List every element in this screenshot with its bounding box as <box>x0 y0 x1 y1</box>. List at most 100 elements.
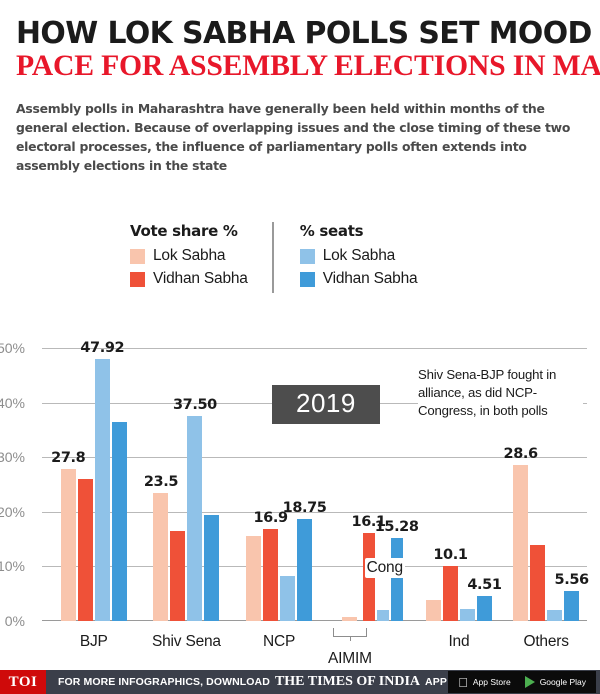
legend-item-vote-vidhan-sabha[interactable]: Vidhan Sabha <box>130 270 248 288</box>
legend-item-label: Vidhan Sabha <box>322 270 418 287</box>
bar: 28.6 <box>504 446 538 621</box>
bar: 10.1 <box>433 547 468 621</box>
x-axis-label-others: Others <box>523 633 569 650</box>
bar-value-label: 18.75 <box>282 499 327 516</box>
headline-block: HOW LOK SABHA POLLS SET MOOD AND PACE FO… <box>0 0 600 83</box>
standfirst-paragraph: Assembly polls in Maharashtra have gener… <box>16 100 571 173</box>
y-axis-tick-label: 40% <box>0 394 25 411</box>
legend-title-vote-share: Vote share % <box>130 222 238 240</box>
footer-promo-text: FOR MORE INFOGRAPHICS, DOWNLOAD THE TIME… <box>58 674 447 690</box>
bar: 16.9 <box>253 510 288 621</box>
bar <box>170 531 186 621</box>
bar-group-others: 28.6 5.56 <box>504 348 589 621</box>
y-axis-tick-label: 30% <box>0 449 25 466</box>
bar: 15.28 <box>375 519 419 621</box>
bar: 5.56 <box>555 572 589 621</box>
bar <box>246 536 262 621</box>
legend-item-label: Vidhan Sabha <box>153 270 248 287</box>
x-axis-label-bjp: BJP <box>79 633 108 650</box>
bar-value-label: 15.28 <box>374 518 419 535</box>
bar-group-aimim <box>335 348 365 621</box>
bar-value-label: 37.50 <box>172 397 217 414</box>
footer-bar: TOI FOR MORE INFOGRAPHICS, DOWNLOAD THE … <box>0 670 600 694</box>
app-store-badges:  App Store Google Play <box>448 671 596 693</box>
legend-group-vote-share: Vote share % Lok Sabha Vidhan Sabha <box>130 222 272 293</box>
bar: 47.92 <box>80 340 125 621</box>
bar-value-label: 4.51 <box>467 577 502 594</box>
y-axis-tick-label: 50% <box>0 340 25 356</box>
legend-swatch-icon <box>299 271 315 287</box>
bar-group-ncp: 16.9 18.75 <box>246 348 327 621</box>
bar: 23.5 <box>144 474 178 621</box>
x-axis-baseline <box>42 619 587 621</box>
bar-value-label: 28.6 <box>503 445 539 462</box>
alliance-note: Shiv Sena-BJP fought in alliance, as did… <box>418 366 583 420</box>
legend-swatch-icon <box>130 271 145 287</box>
year-badge: 2019 <box>272 385 380 424</box>
gridline <box>42 457 587 459</box>
legend-group-seats: % seats Lok Sabha Vidhan Sabha <box>271 222 442 293</box>
bar-value-label: 5.56 <box>554 571 590 588</box>
legend-item-label: Lok Sabha <box>153 247 226 264</box>
bracket-stem <box>349 636 352 641</box>
legend-item-label: Lok Sabha <box>322 247 396 264</box>
legend-swatch-icon <box>130 248 145 264</box>
bar: 37.50 <box>173 397 217 621</box>
bar: 4.51 <box>467 577 502 621</box>
gridline <box>42 566 587 568</box>
bar <box>530 544 546 621</box>
bar-chart: 0% 10% 20% 30% 40% 50% 27.8 47.92 BJP 23.5 37.50 Sh… <box>0 340 600 667</box>
x-axis-label-ncp: NCP <box>262 633 296 650</box>
google-play-label: Google Play <box>539 677 586 687</box>
bar <box>425 600 441 621</box>
cong-inline-label: Cong <box>364 557 405 578</box>
bar-value-label: 23.5 <box>143 473 179 490</box>
legend-item-seats-lok-sabha[interactable]: Lok Sabha <box>299 247 418 265</box>
chart-legend: Vote share % Lok Sabha Vidhan Sabha % se… <box>130 222 441 293</box>
bar-value-label: 16.9 <box>253 509 288 526</box>
bar-group-ind: 10.1 4.51 <box>425 348 502 621</box>
app-store-button[interactable]:  App Store <box>458 676 511 689</box>
footer-text-c: APP <box>425 676 447 688</box>
bar: 27.8 <box>51 450 86 621</box>
headline-line-1: HOW LOK SABHA POLLS SET MOOD AND <box>16 16 600 51</box>
headline-line-2: PACE FOR ASSEMBLY ELECTIONS IN MAHA <box>16 49 600 83</box>
app-store-label: App Store <box>472 677 511 687</box>
x-axis-label-shiv-sena: Shiv Sena <box>151 633 221 650</box>
bar-value-label: 10.1 <box>433 546 468 563</box>
gridline <box>42 348 587 349</box>
bar <box>459 609 475 621</box>
bar <box>547 609 563 621</box>
bar-value-label: 16.1 <box>351 514 387 531</box>
y-axis-tick-label: 0% <box>4 613 25 629</box>
plot-area: 0% 10% 20% 30% 40% 50% 27.8 47.92 BJP 23.5 37.50 Sh… <box>0 340 589 667</box>
bar-group-bjp: 27.8 47.92 <box>51 340 127 621</box>
google-play-button[interactable]: Google Play <box>524 676 586 688</box>
legend-swatch-icon <box>299 248 315 264</box>
x-axis-label-aimim: AIMIM <box>328 650 372 667</box>
x-axis-label-ind: Ind <box>448 633 470 650</box>
play-icon <box>524 676 535 688</box>
legend-item-vote-lok-sabha[interactable]: Lok Sabha <box>130 247 248 265</box>
bar <box>77 479 93 621</box>
apple-icon:  <box>458 676 468 689</box>
footer-text-a: FOR MORE INFOGRAPHICS, DOWNLOAD <box>58 676 270 688</box>
bar <box>204 514 220 621</box>
legend-item-seats-vidhan-sabha[interactable]: Vidhan Sabha <box>299 270 418 288</box>
gridline <box>42 511 587 513</box>
bar <box>342 617 358 621</box>
bar <box>111 421 127 621</box>
bar-value-label: 47.92 <box>80 340 125 357</box>
y-axis-tick-label: 20% <box>0 503 25 520</box>
bar-value-label: 27.8 <box>51 450 86 467</box>
bar <box>376 609 389 621</box>
bar <box>280 575 296 621</box>
bar-group-shiv-sena: 23.5 37.50 <box>144 348 220 621</box>
y-axis-tick-label: 10% <box>0 558 25 575</box>
bar: 18.75 <box>283 500 327 621</box>
footer-text-b: THE TIMES OF INDIA <box>274 674 421 689</box>
legend-title-seats: % seats <box>299 222 364 240</box>
toi-logo: TOI <box>0 670 46 694</box>
aimim-bracket <box>332 628 367 641</box>
